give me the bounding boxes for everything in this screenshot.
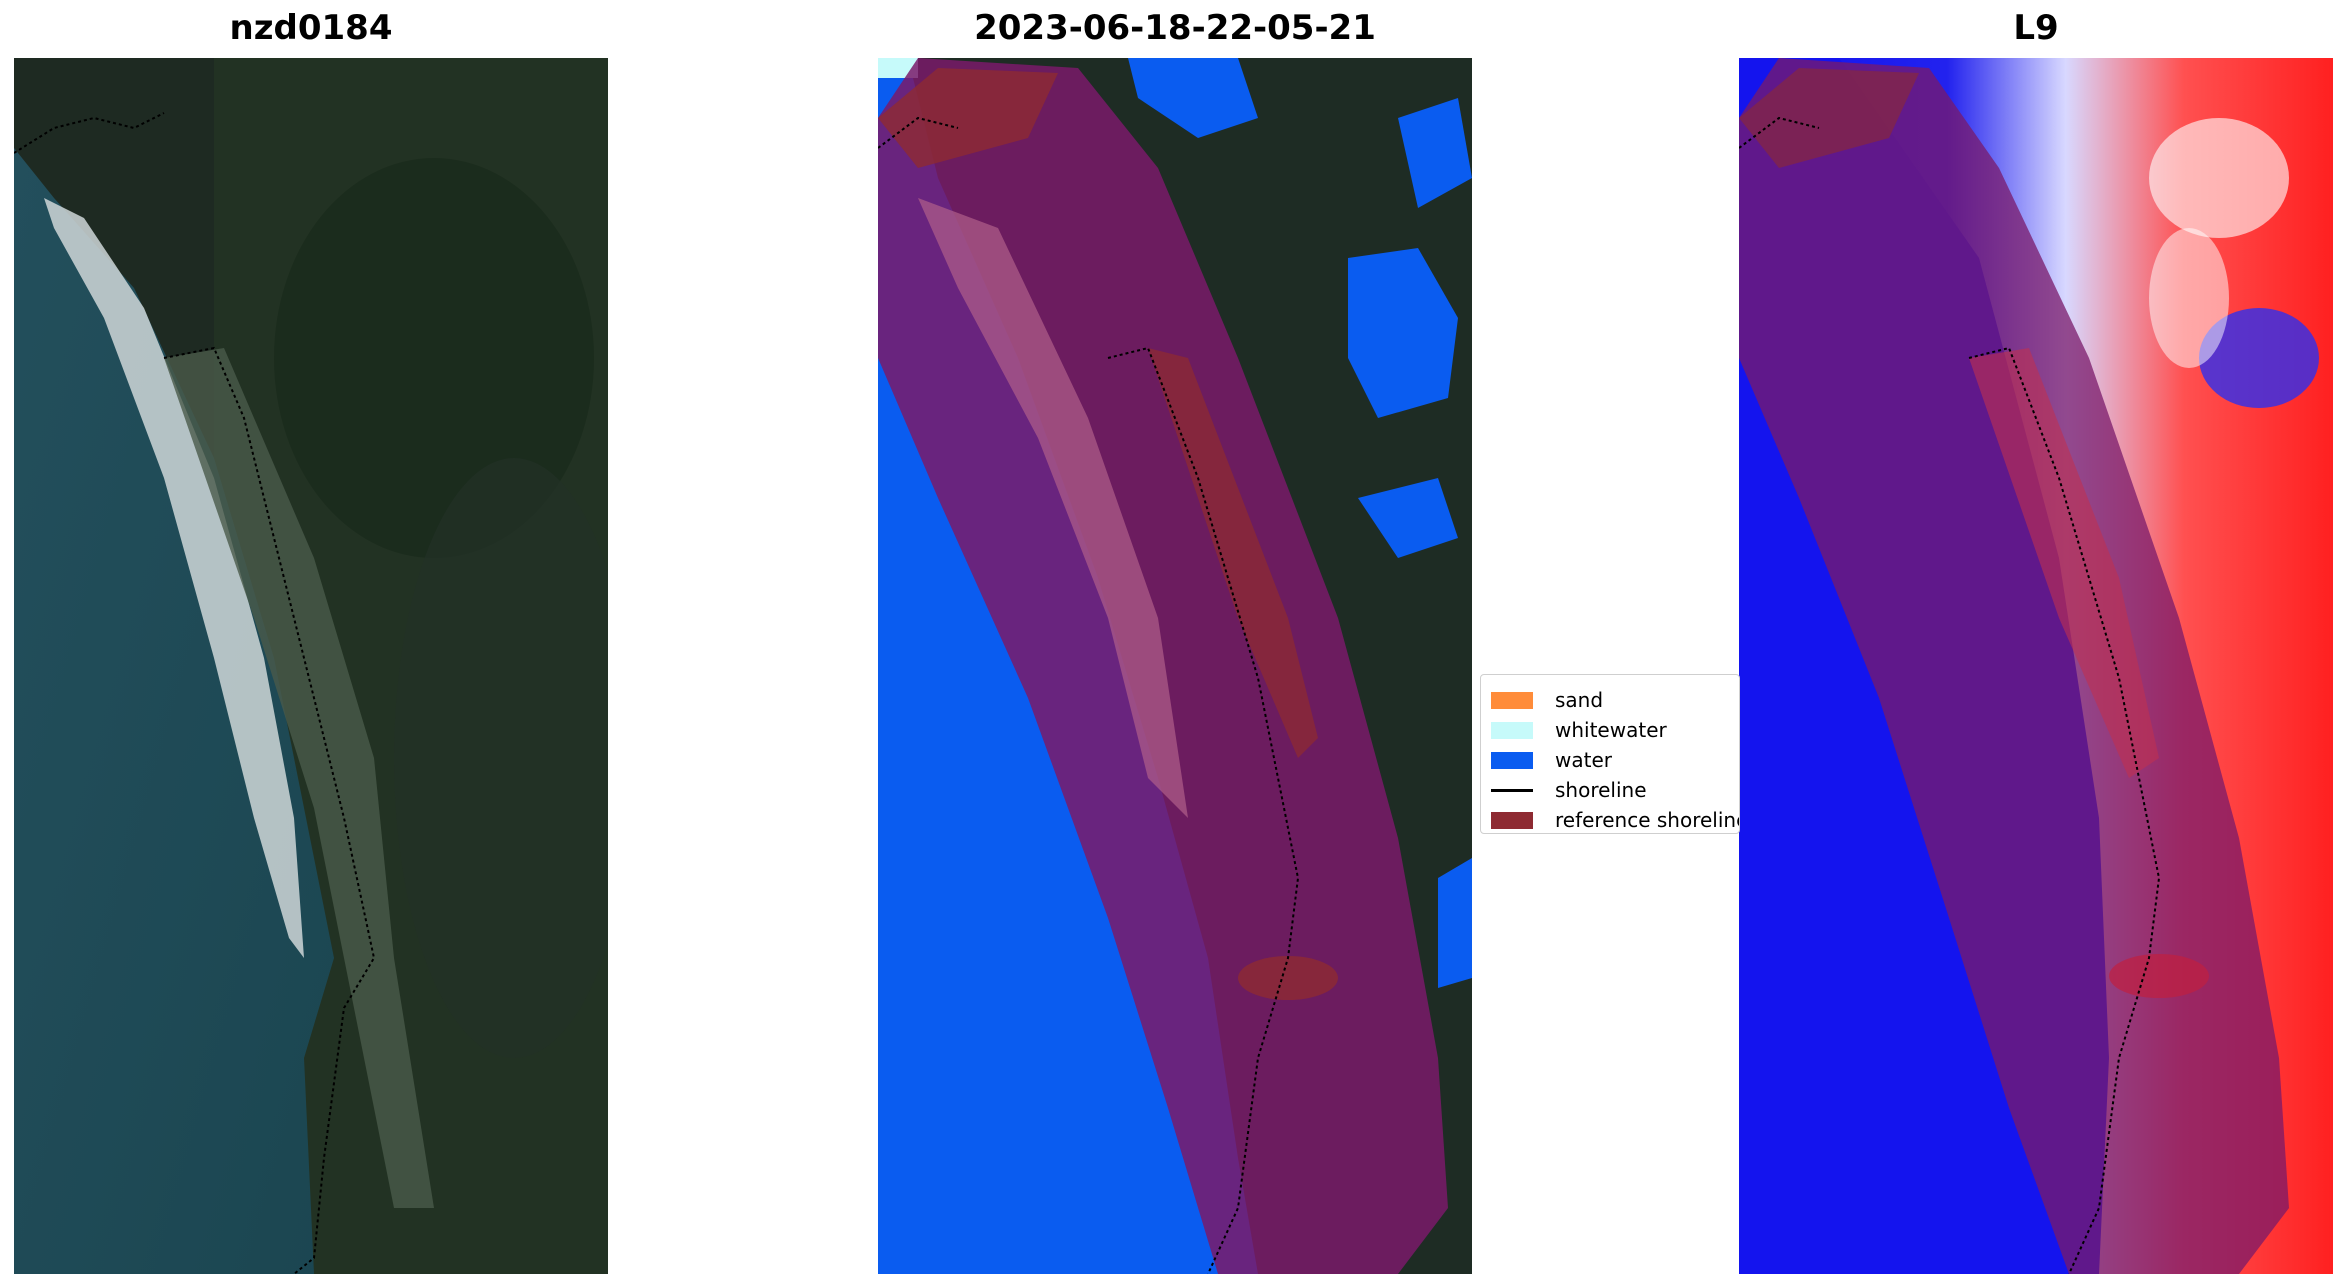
legend-swatch-reference-shoreline: [1491, 811, 1533, 829]
legend-item-shoreline: shoreline: [1491, 775, 1739, 805]
panel-title-classification: 2023-06-18-22-05-21: [974, 8, 1376, 48]
panel-title-index: L9: [2013, 8, 2059, 48]
legend-swatch-water: [1491, 751, 1533, 769]
legend-label-whitewater: whitewater: [1555, 718, 1667, 742]
index-image: [1739, 58, 2333, 1274]
legend: sand whitewater water shoreline referenc…: [1480, 674, 1740, 834]
legend-item-reference-shoreline: reference shoreline: [1491, 805, 1740, 833]
legend-item-water: water: [1491, 745, 1739, 775]
panel-title-rgb: nzd0184: [229, 8, 393, 48]
legend-label-water: water: [1555, 748, 1612, 772]
legend-line-shoreline: [1491, 788, 1533, 792]
legend-item-whitewater: whitewater: [1491, 715, 1739, 745]
legend-swatch-sand: [1491, 691, 1533, 709]
rgb-satellite-image: [14, 58, 608, 1274]
classification-image: [878, 58, 1472, 1274]
legend-swatch-whitewater: [1491, 721, 1533, 739]
legend-label-shoreline: shoreline: [1555, 778, 1647, 802]
legend-item-sand: sand: [1491, 685, 1739, 715]
legend-label-reference-shoreline: reference shoreline: [1555, 808, 1740, 832]
legend-label-sand: sand: [1555, 688, 1604, 712]
